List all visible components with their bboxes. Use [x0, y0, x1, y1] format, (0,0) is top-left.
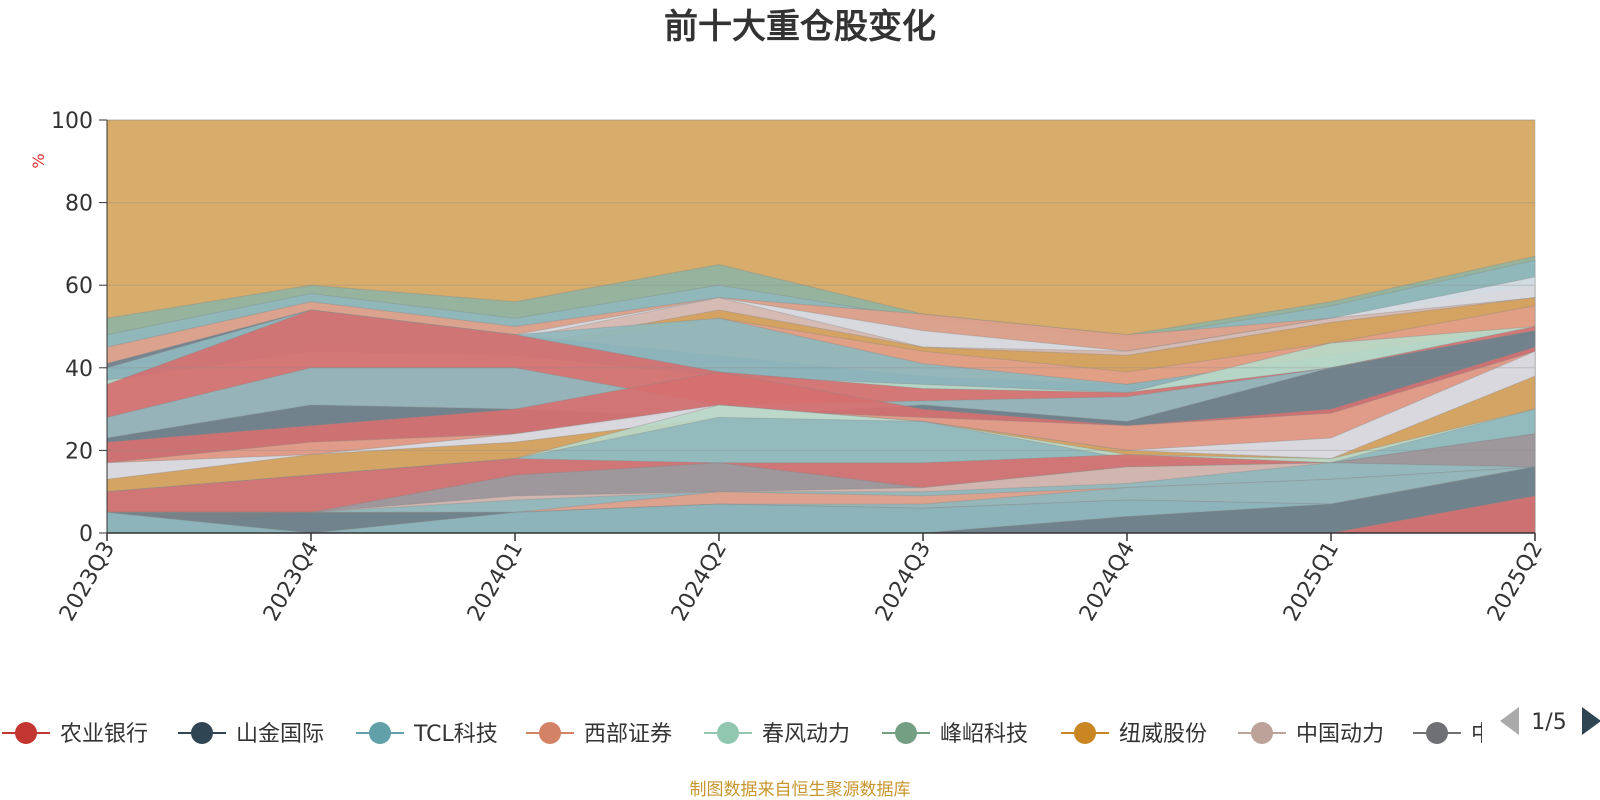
legend-marker [539, 722, 561, 744]
y-tick-label-4: 80 [65, 192, 93, 217]
legend-marker [895, 722, 917, 744]
legend-item-7[interactable]: 中国动力 [1238, 722, 1384, 747]
area-layers [106, 119, 1536, 534]
legend-page-indicator: 1/5 [1531, 710, 1566, 735]
legend-label: 西部证券 [584, 722, 672, 747]
x-axis-ticks: 2023Q3 2023Q4 2024Q1 2024Q2 2024Q3 2024Q4 2025… [55, 533, 1548, 626]
x-tick-label-7: 2025Q2 [1483, 538, 1548, 626]
legend-label: TCL科技 [413, 722, 498, 747]
legend-marker [1426, 722, 1448, 744]
y-axis-ticks: 0 20 40 60 80 100 [51, 109, 107, 547]
legend-label: 山金国际 [236, 722, 324, 747]
legend-item-8[interactable]: 中 [1413, 722, 1493, 747]
source-note: 制图数据来自恒生聚源数据库 [690, 780, 911, 800]
legend-label: 中 [1471, 722, 1493, 747]
legend-item-4[interactable]: 春风动力 [704, 722, 850, 747]
legend-prev-icon[interactable] [1500, 707, 1519, 735]
legend-marker [191, 722, 213, 744]
legend-item-5[interactable]: 峰岹科技 [882, 722, 1028, 747]
legend-label: 农业银行 [60, 722, 148, 747]
y-tick-label-2: 40 [65, 357, 93, 382]
chart-title: 前十大重仓股变化 [664, 7, 936, 47]
x-tick-label-4: 2024Q3 [871, 538, 936, 626]
legend-item-3[interactable]: 西部证券 [526, 722, 672, 747]
legend-label: 峰岹科技 [940, 722, 1028, 747]
x-tick-label-3: 2024Q2 [667, 538, 732, 626]
y-tick-label-5: 100 [51, 109, 93, 134]
legend-marker [15, 722, 37, 744]
legend-item-1[interactable]: 山金国际 [178, 722, 324, 747]
y-axis-unit: % [29, 153, 48, 168]
grid-lines [107, 119, 1535, 451]
legend: 农业银行 山金国际 TCL科技 西部证券 春风动力 峰岹科技 纽威股份 中国动力 中 [2, 722, 1493, 747]
legend-items: 农业银行 山金国际 TCL科技 西部证券 春风动力 峰岹科技 纽威股份 中国动力 中 [2, 722, 1493, 747]
y-tick-label-3: 60 [65, 274, 93, 299]
y-tick-label-1: 20 [65, 439, 93, 464]
legend-marker [717, 722, 739, 744]
legend-item-0[interactable]: 农业银行 [2, 722, 148, 747]
legend-item-6[interactable]: 纽威股份 [1061, 722, 1207, 747]
y-tick-label-0: 0 [79, 522, 93, 547]
x-tick-label-5: 2024Q4 [1075, 538, 1140, 626]
legend-item-2[interactable]: TCL科技 [356, 722, 498, 747]
legend-pager: 1/5 [1500, 707, 1600, 735]
x-tick-label-6: 2025Q1 [1279, 538, 1344, 626]
legend-next-icon[interactable] [1582, 707, 1600, 735]
legend-label: 春风动力 [762, 722, 850, 747]
legend-label: 中国动力 [1296, 722, 1384, 747]
x-tick-label-0: 2023Q3 [55, 538, 120, 626]
legend-marker [1074, 722, 1096, 744]
legend-label: 纽威股份 [1119, 722, 1207, 747]
legend-marker [1251, 722, 1273, 744]
legend-marker [369, 722, 391, 744]
axes [106, 120, 1535, 534]
x-tick-label-2: 2024Q1 [463, 538, 528, 626]
x-tick-label-1: 2023Q4 [259, 538, 324, 626]
